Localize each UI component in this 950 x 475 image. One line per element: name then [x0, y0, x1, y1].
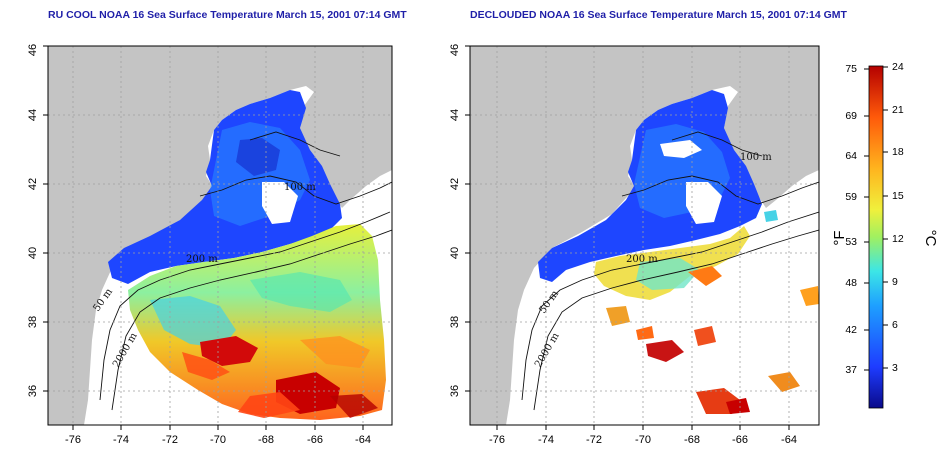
left-lon-tick-label: -64 [355, 434, 371, 446]
left-lat-tick-label: 46 [27, 44, 39, 56]
colorbar-f-tick-label: 59 [845, 191, 857, 203]
colorbar-celsius-unit: °C [922, 230, 939, 247]
left-lat-tick-label: 42 [27, 178, 39, 190]
colorbar-c-tick-label: 6 [892, 319, 898, 331]
right-lon-tick-label: -68 [684, 434, 700, 446]
left-lon-tick-label: -68 [258, 434, 274, 446]
colorbar-c-tick-label: 21 [892, 104, 904, 116]
colorbar-celsius-labels: 24 21 18 15 12 9 6 3 [892, 61, 904, 374]
left-contour-label-200m: 200 m [186, 254, 218, 265]
left-contour-label-100m: 100 m [284, 182, 316, 193]
colorbar-f-tick-label: 69 [845, 110, 857, 122]
left-lat-tick-label: 40 [27, 247, 39, 259]
left-lat-tick-label: 36 [27, 385, 39, 397]
left-lat-tick-label: 38 [27, 316, 39, 328]
colorbar: 75 69 64 59 53 48 42 37 24 21 18 15 12 9… [831, 61, 939, 409]
right-map-frame [469, 45, 820, 426]
colorbar-f-tick-label: 42 [845, 324, 857, 336]
colorbar-f-tick-label: 53 [845, 236, 857, 248]
colorbar-gradient [868, 65, 884, 409]
left-lon-tick-label: -66 [307, 434, 323, 446]
colorbar-c-tick-label: 18 [892, 146, 904, 158]
left-lon-tick-label: -70 [210, 434, 226, 446]
colorbar-fahrenheit-labels: 75 69 64 59 53 48 42 37 [845, 63, 857, 376]
colorbar-c-tick-label: 9 [892, 276, 898, 288]
colorbar-f-tick-label: 75 [845, 63, 857, 75]
right-contour-label-200m: 200 m [626, 254, 658, 265]
right-lon-tick-labels: -76 -74 -72 -70 -68 -66 -64 [489, 434, 797, 446]
right-contour-label-100m: 100 m [740, 152, 772, 163]
right-lon-tick-label: -70 [635, 434, 651, 446]
colorbar-f-tick-label: 48 [845, 277, 857, 289]
right-lon-tick-label: -74 [538, 434, 554, 446]
right-map: 100 m 200 m 50 m 2000 m [469, 45, 820, 426]
right-lat-tick-label: 42 [449, 178, 461, 190]
left-land [48, 46, 392, 425]
axis-tick-marks [43, 45, 790, 430]
right-lon-tick-label: -64 [781, 434, 797, 446]
left-lat-tick-label: 44 [27, 109, 39, 121]
colorbar-c-tick-label: 15 [892, 190, 904, 202]
right-lat-tick-label: 46 [449, 44, 461, 56]
colorbar-fahrenheit-unit: °F [831, 230, 848, 245]
left-lon-tick-label: -74 [113, 434, 129, 446]
colorbar-f-tick-label: 37 [845, 364, 857, 376]
right-lat-tick-label: 36 [449, 385, 461, 397]
right-lat-tick-label: 44 [449, 109, 461, 121]
left-lon-tick-labels: -76 -74 -72 -70 -68 -66 -64 [65, 434, 371, 446]
right-lat-tick-labels: 36 38 40 42 44 46 [449, 44, 461, 397]
left-lat-tick-labels: 36 38 40 42 44 46 [27, 44, 39, 397]
colorbar-c-tick-label: 12 [892, 233, 904, 245]
left-map-frame [47, 45, 393, 426]
left-panel-title: RU COOL NOAA 16 Sea Surface Temperature … [48, 9, 407, 21]
left-map: 100 m 200 m 50 m 2000 m [47, 45, 393, 426]
right-lon-tick-label: -76 [489, 434, 505, 446]
colorbar-c-tick-label: 24 [892, 61, 904, 73]
colorbar-c-tick-label: 3 [892, 362, 898, 374]
right-lon-tick-label: -72 [586, 434, 602, 446]
right-lat-tick-label: 38 [449, 316, 461, 328]
right-lon-tick-label: -66 [732, 434, 748, 446]
left-lon-tick-label: -72 [162, 434, 178, 446]
left-lon-tick-label: -76 [65, 434, 81, 446]
right-panel-title: DECLOUDED NOAA 16 Sea Surface Temperatur… [470, 9, 847, 21]
right-land [470, 46, 819, 425]
right-lat-tick-label: 40 [449, 247, 461, 259]
colorbar-f-tick-label: 64 [845, 150, 857, 162]
